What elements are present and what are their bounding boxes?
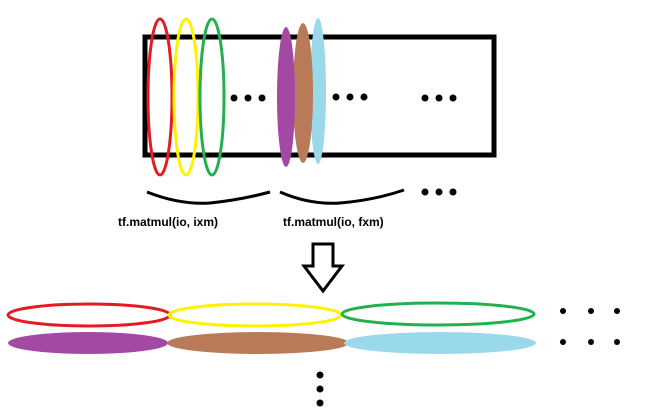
left-op-label: tf.matmul(io, ixm) <box>118 215 218 229</box>
ellipsis-dots-4 <box>421 188 457 196</box>
purple-horizontal-ellipse <box>8 332 168 354</box>
red-horizontal-ellipse <box>6 302 172 328</box>
right-brace <box>279 188 405 205</box>
yellow-horizontal-ellipse <box>167 302 343 328</box>
lightblue-filled-ellipse <box>310 18 326 164</box>
green-outline-ellipse <box>198 17 226 177</box>
lightblue-horizontal-ellipse <box>344 332 536 354</box>
right-op-label: tf.matmul(io, fxm) <box>283 215 384 229</box>
ellipsis-dots-1 <box>230 94 266 102</box>
purple-filled-ellipse <box>277 27 295 167</box>
ellipsis-dots-3 <box>421 94 457 102</box>
brown-filled-ellipse <box>293 23 313 163</box>
green-horizontal-ellipse <box>340 301 536 327</box>
yellow-outline-ellipse <box>172 17 200 177</box>
vertical-ellipsis <box>316 371 324 407</box>
left-brace <box>146 190 271 205</box>
down-arrow-icon <box>300 242 346 294</box>
brown-horizontal-ellipse <box>167 332 349 354</box>
ellipsis-dots-2 <box>332 93 368 101</box>
red-outline-ellipse <box>146 17 174 177</box>
ellipsis-dots-5 <box>560 308 620 345</box>
